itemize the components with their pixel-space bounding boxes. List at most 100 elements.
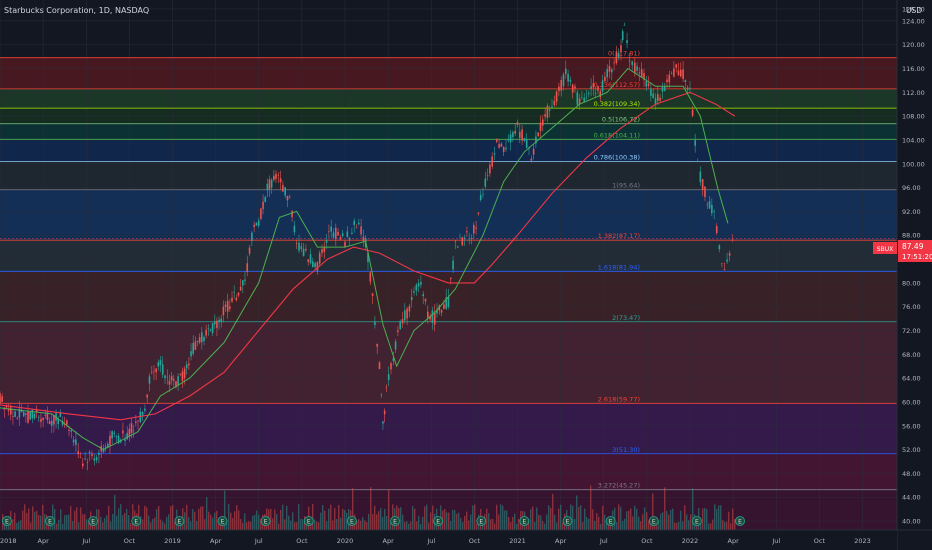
y-tick-label: 60.00 [902, 398, 921, 406]
earnings-marker-letter: E [479, 519, 483, 526]
volume-bar [662, 512, 664, 530]
volume-bar [452, 509, 454, 530]
volume-bar [66, 514, 68, 530]
volume-bar [606, 521, 608, 530]
volume-bar [536, 507, 538, 530]
candle-body [475, 227, 477, 229]
candle-body [75, 439, 77, 445]
candle-body [295, 243, 298, 244]
candle-body [213, 321, 216, 325]
candle-body [645, 81, 648, 87]
candle-body [159, 360, 162, 366]
candle-body [351, 232, 353, 235]
volume-bar [446, 512, 448, 530]
price-text: 87.49 [902, 242, 924, 251]
price-series [0, 22, 897, 471]
candle-body [148, 376, 151, 384]
volume-bar [600, 523, 602, 530]
candle-body [496, 139, 498, 142]
volume-bar [18, 521, 20, 530]
volume-bar [666, 511, 668, 530]
candle-body [291, 210, 293, 218]
candle-body [608, 66, 611, 72]
earnings-marker-letter: E [307, 519, 311, 526]
volume-bar [190, 521, 192, 530]
volume-bar [174, 522, 176, 530]
volume-bar [526, 523, 528, 530]
candle-body [79, 457, 82, 458]
candle-body [590, 86, 592, 89]
candle-body [677, 70, 680, 76]
candle-body [578, 98, 581, 104]
candle-body [251, 232, 253, 242]
volume-bar [528, 518, 530, 530]
volume-bar [654, 521, 656, 530]
volume-bar [444, 508, 446, 530]
candle-body [502, 146, 505, 152]
volume-bar [246, 522, 248, 530]
volume-bar [558, 508, 560, 530]
volume-bar [582, 521, 584, 530]
candle-body [731, 239, 734, 241]
volume-bar [556, 522, 558, 530]
volume-bar [370, 487, 372, 530]
volume-bar [14, 512, 16, 530]
volume-bar [386, 516, 388, 530]
volume-bar [630, 508, 632, 530]
volume-bar [690, 514, 692, 530]
candle-body [325, 240, 328, 243]
candle-body [390, 363, 392, 370]
candle-body [530, 158, 533, 161]
candle-body [680, 69, 682, 77]
volume-bar [6, 522, 8, 530]
candle-body [489, 164, 491, 174]
candle-body [233, 292, 235, 293]
candle-body [68, 429, 70, 431]
x-tick-label: Apr [383, 537, 395, 545]
candle-body [597, 86, 599, 91]
candle-body [621, 31, 624, 40]
candle-body [107, 443, 109, 447]
volume-bar [300, 519, 302, 530]
candle-body [257, 220, 260, 226]
volume-bar [646, 512, 648, 530]
volume-bar [128, 515, 130, 530]
volume-bar [682, 521, 684, 530]
earnings-marker [88, 516, 99, 526]
price-axis-panel[interactable] [897, 0, 932, 530]
y-tick-label: 72.00 [902, 327, 921, 335]
volume-bar [648, 520, 650, 530]
time-axis-panel[interactable] [0, 530, 897, 550]
candle-body [410, 297, 413, 301]
volume-bar [420, 523, 422, 530]
volume-bar [200, 506, 202, 530]
volume-bar [578, 507, 580, 530]
volume-bar [538, 514, 540, 530]
candle-body [9, 407, 12, 415]
candle-body [626, 40, 628, 44]
candle-body [201, 332, 203, 343]
candle-body [109, 435, 111, 446]
volume-bar [588, 518, 590, 530]
volume-bar [546, 514, 548, 530]
volume-bar [468, 520, 470, 530]
volume-bar [514, 513, 516, 530]
candle-body [551, 106, 553, 109]
y-tick-label: 48.00 [902, 470, 921, 478]
y-tick-label: 88.00 [902, 232, 921, 240]
candle-body [682, 69, 684, 79]
candle-body [565, 68, 567, 75]
candle-body [207, 328, 210, 329]
fib-level-label: 2(73.47) [612, 314, 640, 322]
volume-bar [278, 523, 280, 530]
volume-bar [548, 505, 550, 530]
candle-body [7, 408, 10, 411]
candle-body [723, 269, 726, 270]
candle-body [413, 291, 415, 293]
candle-body [335, 227, 337, 240]
x-tick-label: Oct [124, 537, 136, 545]
candle-body [362, 236, 365, 242]
candle-body [239, 286, 242, 291]
